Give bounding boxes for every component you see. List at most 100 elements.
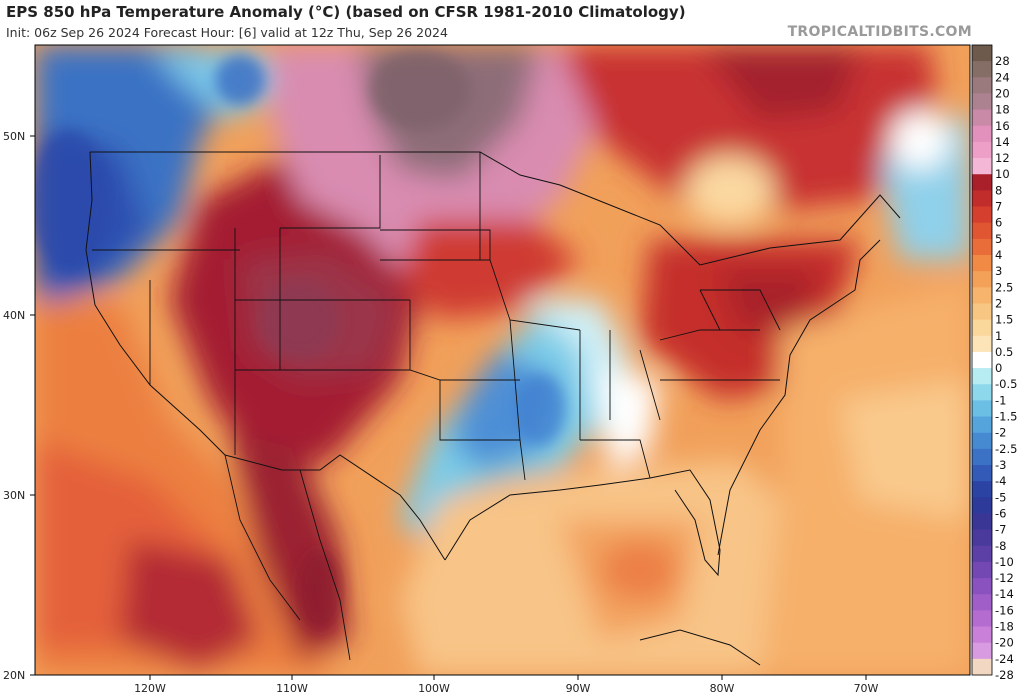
colorbar-frame <box>971 44 993 676</box>
colorbar-swatch <box>972 45 992 62</box>
colorbar-label: 28 <box>995 54 1010 68</box>
colorbar-swatch <box>972 77 992 94</box>
colorbar-swatch <box>972 497 992 514</box>
colorbar-swatch <box>972 610 992 628</box>
east-coast <box>717 239 881 556</box>
us-mexico-border <box>224 454 446 561</box>
colorbar-swatch <box>972 303 992 321</box>
colorbar-label: 2 <box>995 296 1002 310</box>
colorbar-swatch <box>972 561 992 579</box>
colorbar-label: -3 <box>995 458 1006 472</box>
colorbar-label: 3 <box>995 264 1002 278</box>
colorbar-label: 14 <box>995 135 1010 149</box>
map-frame <box>34 44 971 676</box>
state-lines <box>92 152 781 481</box>
colorbar-label: 20 <box>995 86 1010 100</box>
colorbar-label: 12 <box>995 151 1010 165</box>
colorbar-label: -12 <box>995 571 1014 585</box>
colorbar-swatch <box>972 158 992 175</box>
us-west-coast <box>85 151 226 456</box>
colorbar-label: 16 <box>995 119 1010 133</box>
colorbar-swatch <box>972 384 992 401</box>
site-brand: TROPICALTIDBITS.COM <box>787 24 972 40</box>
lon-label-110w: 110W <box>276 682 308 695</box>
colorbar-label: 5 <box>995 232 1002 246</box>
colorbar-label: 0 <box>995 361 1002 375</box>
colorbar-swatch <box>972 141 992 159</box>
lon-label-70w: 70W <box>854 682 879 695</box>
lon-label-100w: 100W <box>418 682 450 695</box>
lat-label-20n: 20N <box>3 669 25 682</box>
colorbar-label: -4 <box>995 474 1006 488</box>
colorbar-label: 1.5 <box>995 313 1013 327</box>
colorbar-label: -5 <box>995 490 1006 504</box>
colorbar-swatch <box>972 61 992 78</box>
colorbar-swatch <box>972 125 992 143</box>
colorbar: 28 24 20 18 16 14 12 10 8 7 6 5 4 3 2.5 2 1.5 1 0.5 0 -0.5 -1… <box>971 44 1017 682</box>
colorbar-label: -18 <box>995 620 1014 634</box>
anomaly-field <box>35 45 970 675</box>
boundary-lines <box>85 151 901 666</box>
colorbar-swatch <box>972 206 992 224</box>
colorbar-swatch <box>972 481 992 498</box>
lon-label-90w: 90W <box>566 682 591 695</box>
colorbar-label: 10 <box>995 167 1010 181</box>
colorbar-swatch <box>972 416 992 434</box>
colorbar-swatch <box>972 513 992 531</box>
colorbar-label: -10 <box>995 555 1014 569</box>
baja-coast <box>224 454 351 661</box>
colorbar-label: -7 <box>995 523 1006 537</box>
colorbar-swatch <box>972 448 992 466</box>
colorbar-label: -8 <box>995 539 1006 553</box>
colorbar-label: -24 <box>995 652 1014 666</box>
colorbar-label: -16 <box>995 603 1014 617</box>
colorbar-swatch <box>972 368 992 385</box>
colorbar-swatch <box>972 255 992 272</box>
colorbar-swatch <box>972 545 992 563</box>
colorbar-swatch <box>972 351 992 369</box>
lon-labels: 120W 110W 100W 90W 80W 70W <box>134 675 879 695</box>
colorbar-swatch <box>972 238 992 256</box>
colorbar-label: 8 <box>995 183 1002 197</box>
colorbar-label: 24 <box>995 70 1010 84</box>
colorbar-swatch <box>972 400 992 418</box>
colorbar-swatch <box>972 222 992 240</box>
colorbar-label: -1.5 <box>995 410 1017 424</box>
colorbar-swatch <box>972 93 992 111</box>
lat-labels: 50N 40N 30N 20N <box>3 130 35 682</box>
colorbar-label: -28 <box>995 668 1014 682</box>
colorbar-label: 1 <box>995 329 1002 343</box>
colorbar-swatch <box>972 594 992 611</box>
colorbar-label: 2.5 <box>995 280 1013 294</box>
colorbar-label: -2 <box>995 426 1006 440</box>
colorbar-swatch <box>972 432 992 450</box>
colorbar-swatch <box>972 109 992 127</box>
colorbar-label: -1 <box>995 393 1006 407</box>
colorbar-label: 18 <box>995 103 1010 117</box>
colorbar-swatch <box>972 287 992 304</box>
colorbar-swatch <box>972 174 992 191</box>
colorbar-label: -2.5 <box>995 442 1017 456</box>
colorbar-swatch <box>972 335 992 353</box>
colorbar-label: 0.5 <box>995 345 1013 359</box>
colorbar-swatch <box>972 578 992 595</box>
colorbar-label: -6 <box>995 506 1006 520</box>
lon-label-80w: 80W <box>710 682 735 695</box>
colorbar-swatch <box>972 271 992 288</box>
lat-label-30n: 30N <box>3 489 25 502</box>
colorbar-label: 6 <box>995 216 1002 230</box>
colorbar-swatch <box>972 626 992 644</box>
cuba-outline <box>639 629 761 666</box>
lat-label-50n: 50N <box>3 130 25 143</box>
gulf-coast <box>444 469 721 577</box>
lon-label-120w: 120W <box>134 682 166 695</box>
lat-label-40n: 40N <box>3 309 25 322</box>
map-subtitle: Init: 06z Sep 26 2024 Forecast Hour: [6]… <box>6 25 448 40</box>
colorbar-swatch <box>972 529 992 547</box>
colorbar-label: 4 <box>995 248 1002 262</box>
colorbar-swatch <box>972 319 992 337</box>
colorbar-label: -20 <box>995 636 1014 650</box>
us-canada-border <box>90 151 901 266</box>
colorbar-label: -0.5 <box>995 377 1017 391</box>
